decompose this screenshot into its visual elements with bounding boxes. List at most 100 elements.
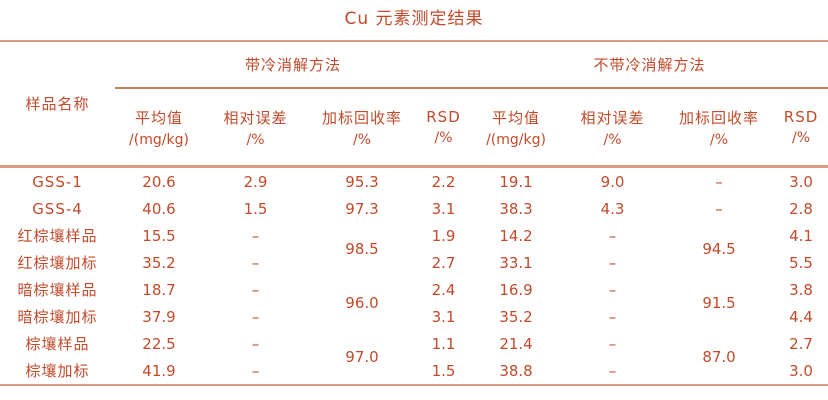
sample-name: 红棕壤样品	[17, 227, 98, 245]
table-row-gss4: GSS-4 40.6 1.5 97.3 3.1 38.3 4.3 – 2.8	[0, 195, 828, 222]
recovery1-merged-value: 96.0	[345, 294, 379, 312]
avg1-value: 35.2	[142, 253, 176, 272]
avg1-value: 40.6	[142, 199, 176, 218]
col-header-avg-1-label: 平均值	[134, 108, 183, 127]
rsd1-value: 1.9	[431, 226, 456, 245]
rsd1-value: 1.5	[431, 361, 456, 380]
col-header-recovery-2-unit: /%	[710, 131, 729, 148]
col-header-relerr-2: 相对误差 /%	[561, 88, 665, 168]
col-header-rsd-2-unit: /%	[792, 130, 811, 146]
table-row-dark-brown-sample: 暗棕壤样品 18.7 – 96.0 2.4 16.9 – 91.5 3.8	[0, 276, 828, 313]
col-header-recovery-2-label: 加标回收率	[679, 108, 760, 127]
table-row-brown-spiked: 棕壤加标 41.9 – 1.5 38.8 – 3.0	[0, 357, 828, 385]
relerr1-value: –	[251, 361, 260, 380]
recovery2-merged-value: 91.5	[702, 294, 736, 312]
rsd2-value: 3.8	[789, 280, 813, 299]
col-header-avg-1: 平均值 /(mg/kg)	[115, 88, 203, 168]
rsd2-value: 2.8	[789, 199, 813, 218]
avg1-value: 22.5	[142, 334, 176, 353]
avg2-value: 21.4	[499, 334, 533, 353]
rsd2-value: 2.7	[789, 334, 813, 353]
recovery1-merged-value: 97.0	[345, 348, 379, 366]
col-header-rsd-1-label: RSD	[426, 108, 461, 126]
col-header-avg-1-unit: /(mg/kg)	[129, 131, 189, 148]
recovery1-value: 97.3	[345, 199, 379, 218]
relerr2-value: –	[608, 280, 617, 299]
table-row-dark-brown-spiked: 暗棕壤加标 37.9 – 3.1 35.2 – 4.4	[0, 303, 828, 330]
relerr1-value: –	[251, 253, 260, 272]
avg1-value: 20.6	[142, 172, 176, 191]
relerr1-value: –	[251, 280, 260, 299]
table-title: Cu 元素测定结果	[0, 0, 828, 42]
avg1-value: 18.7	[142, 280, 176, 299]
recovery2-merged-value: 94.5	[702, 240, 736, 258]
recovery2-value: –	[715, 199, 723, 218]
avg2-value: 14.2	[499, 226, 533, 245]
rsd2-value: 4.4	[789, 307, 813, 326]
sample-name: 棕壤样品	[25, 335, 90, 353]
rsd1-value: 2.4	[431, 280, 456, 299]
table-header: 样品名称 带冷消解方法 不带冷消解方法 平均值 /(mg/kg) 相对误差 /%…	[0, 42, 828, 168]
col-header-recovery-2: 加标回收率 /%	[664, 88, 775, 168]
relerr2-value: 9.0	[600, 172, 625, 191]
col-header-avg-2: 平均值 /(mg/kg)	[471, 88, 562, 168]
rsd1-value: 2.2	[431, 172, 456, 191]
sample-name-column-header: 样品名称	[0, 42, 115, 168]
avg2-value: 16.9	[499, 280, 533, 299]
group-header-row: 样品名称 带冷消解方法 不带冷消解方法	[0, 42, 828, 168]
table-row-red-brown-sample: 红棕壤样品 15.5 – 98.5 1.9 14.2 – 94.5 4.1	[0, 222, 828, 259]
sample-name: GSS-4	[32, 199, 83, 218]
table-body: GSS-1 20.6 2.9 95.3 2.2 19.1 9.0 – 3.0 G…	[0, 167, 828, 386]
recovery1-merged-value: 98.5	[345, 240, 379, 258]
col-header-relerr-1-unit: /%	[246, 131, 265, 148]
col-header-rsd-2-label: RSD	[783, 108, 819, 126]
sample-name: 红棕壤加标	[17, 254, 98, 272]
group-header-with-cold-digestion: 带冷消解方法	[115, 42, 472, 89]
rsd2-value: 3.0	[789, 172, 813, 191]
sample-name: 暗棕壤加标	[17, 308, 98, 326]
rsd1-value: 2.7	[431, 253, 456, 272]
sample-name: GSS-1	[32, 172, 83, 191]
sample-name: 暗棕壤样品	[17, 281, 98, 299]
recovery1-value: 95.3	[345, 172, 379, 191]
rsd1-value: 3.1	[431, 307, 456, 326]
table-row-brown-sample: 棕壤样品 22.5 – 97.0 1.1 21.4 – 87.0 2.7	[0, 330, 828, 367]
relerr2-value: 4.3	[600, 199, 625, 218]
group-header-without-cold-digestion: 不带冷消解方法	[471, 42, 828, 89]
recovery2-value: –	[715, 172, 723, 191]
avg2-value: 38.8	[499, 361, 533, 380]
col-header-recovery-1-unit: /%	[352, 131, 372, 148]
relerr2-value: –	[608, 253, 617, 272]
relerr1-value: –	[251, 226, 260, 245]
avg1-value: 15.5	[142, 226, 176, 245]
rsd2-value: 4.1	[789, 226, 813, 245]
sample-name: 棕壤加标	[25, 362, 90, 380]
relerr1-value: 2.9	[243, 172, 268, 191]
rsd1-value: 3.1	[431, 199, 456, 218]
relerr1-value: 1.5	[243, 199, 268, 218]
table-row-red-brown-spiked: 红棕壤加标 35.2 – 2.7 33.1 – 5.5	[0, 249, 828, 276]
avg2-value: 35.2	[499, 307, 533, 326]
rsd1-value: 1.1	[431, 334, 456, 353]
col-header-relerr-1: 相对误差 /%	[203, 88, 308, 168]
col-header-relerr-2-label: 相对误差	[580, 108, 645, 127]
col-header-relerr-1-label: 相对误差	[223, 108, 288, 127]
recovery2-merged-value: 87.0	[702, 348, 736, 366]
avg2-value: 38.3	[499, 199, 533, 218]
col-header-recovery-1: 加标回收率 /%	[308, 88, 416, 168]
avg2-value: 19.1	[499, 172, 533, 191]
relerr2-value: –	[608, 361, 617, 380]
col-header-avg-2-unit: /(mg/kg)	[486, 131, 546, 148]
rsd2-value: 3.0	[789, 361, 813, 380]
avg1-value: 41.9	[142, 361, 176, 380]
table-row-gss1: GSS-1 20.6 2.9 95.3 2.2 19.1 9.0 – 3.0	[0, 167, 828, 196]
col-header-avg-2-label: 平均值	[492, 108, 541, 127]
col-header-relerr-2-unit: /%	[603, 131, 622, 148]
relerr1-value: –	[251, 334, 260, 353]
col-header-rsd-1-unit: /%	[434, 130, 453, 146]
sub-header-row: 平均值 /(mg/kg) 相对误差 /% 加标回收率 /% RSD /% 平均值	[0, 88, 828, 168]
col-header-recovery-1-label: 加标回收率	[321, 108, 402, 127]
col-header-rsd-1: RSD /%	[416, 88, 472, 168]
results-table: 样品名称 带冷消解方法 不带冷消解方法 平均值 /(mg/kg) 相对误差 /%…	[0, 42, 828, 386]
